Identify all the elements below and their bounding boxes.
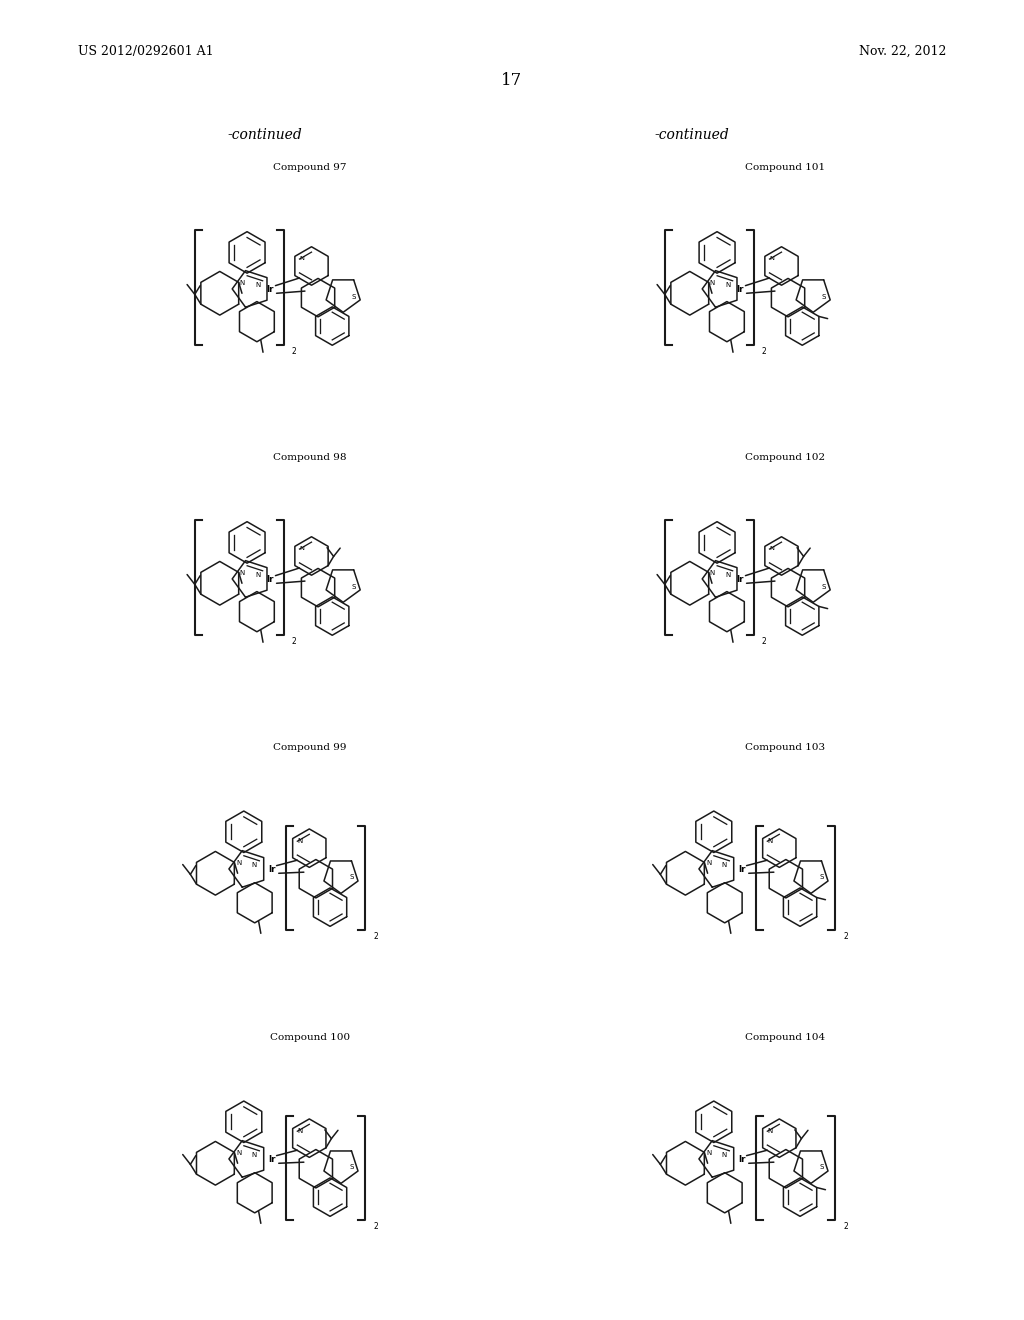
Text: Ir: Ir xyxy=(266,576,273,585)
Text: N: N xyxy=(707,1150,712,1156)
Text: Ir: Ir xyxy=(736,576,743,585)
Text: Ir: Ir xyxy=(268,866,275,874)
Text: N: N xyxy=(252,1152,257,1158)
Text: 2: 2 xyxy=(373,932,378,941)
Text: N: N xyxy=(297,838,302,845)
Text: 17: 17 xyxy=(502,73,522,88)
Text: N: N xyxy=(725,572,730,578)
Text: -continued: -continued xyxy=(227,128,302,143)
Text: N: N xyxy=(255,282,260,288)
Text: Compound 99: Compound 99 xyxy=(273,743,347,752)
Text: N: N xyxy=(240,570,245,576)
Text: N: N xyxy=(299,545,304,550)
Text: N: N xyxy=(722,1152,727,1158)
Text: Compound 98: Compound 98 xyxy=(273,453,347,462)
Text: Ir: Ir xyxy=(268,1155,275,1164)
Text: N: N xyxy=(237,859,242,866)
Text: N: N xyxy=(240,280,245,286)
Text: N: N xyxy=(725,282,730,288)
Text: S: S xyxy=(350,1163,354,1170)
Text: Compound 104: Compound 104 xyxy=(744,1034,825,1041)
Text: N: N xyxy=(299,256,304,261)
Text: N: N xyxy=(237,1150,242,1156)
Text: N: N xyxy=(297,1129,302,1134)
Text: N: N xyxy=(767,1129,772,1134)
Text: Compound 97: Compound 97 xyxy=(273,162,347,172)
Text: Ir: Ir xyxy=(738,866,745,874)
Text: 2: 2 xyxy=(843,932,848,941)
Text: 2: 2 xyxy=(843,1222,848,1232)
Text: 2: 2 xyxy=(762,347,766,355)
Text: N: N xyxy=(255,572,260,578)
Text: -continued: -continued xyxy=(654,128,729,143)
Text: N: N xyxy=(710,570,715,576)
Text: Compound 103: Compound 103 xyxy=(744,743,825,752)
Text: S: S xyxy=(822,293,826,300)
Text: 2: 2 xyxy=(373,1222,378,1232)
Text: Compound 102: Compound 102 xyxy=(744,453,825,462)
Text: 2: 2 xyxy=(292,347,296,355)
Text: S: S xyxy=(820,1163,824,1170)
Text: N: N xyxy=(710,280,715,286)
Text: 2: 2 xyxy=(292,636,296,645)
Text: S: S xyxy=(350,874,354,879)
Text: N: N xyxy=(722,862,727,869)
Text: S: S xyxy=(822,583,826,590)
Text: N: N xyxy=(252,862,257,869)
Text: N: N xyxy=(769,256,774,261)
Text: Compound 101: Compound 101 xyxy=(744,162,825,172)
Text: Compound 100: Compound 100 xyxy=(270,1034,350,1041)
Text: N: N xyxy=(769,545,774,550)
Text: S: S xyxy=(352,293,356,300)
Text: Nov. 22, 2012: Nov. 22, 2012 xyxy=(859,45,946,58)
Text: S: S xyxy=(820,874,824,879)
Text: 2: 2 xyxy=(762,636,766,645)
Text: US 2012/0292601 A1: US 2012/0292601 A1 xyxy=(78,45,214,58)
Text: Ir: Ir xyxy=(736,285,743,294)
Text: S: S xyxy=(352,583,356,590)
Text: Ir: Ir xyxy=(266,285,273,294)
Text: Ir: Ir xyxy=(738,1155,745,1164)
Text: N: N xyxy=(707,859,712,866)
Text: N: N xyxy=(767,838,772,845)
